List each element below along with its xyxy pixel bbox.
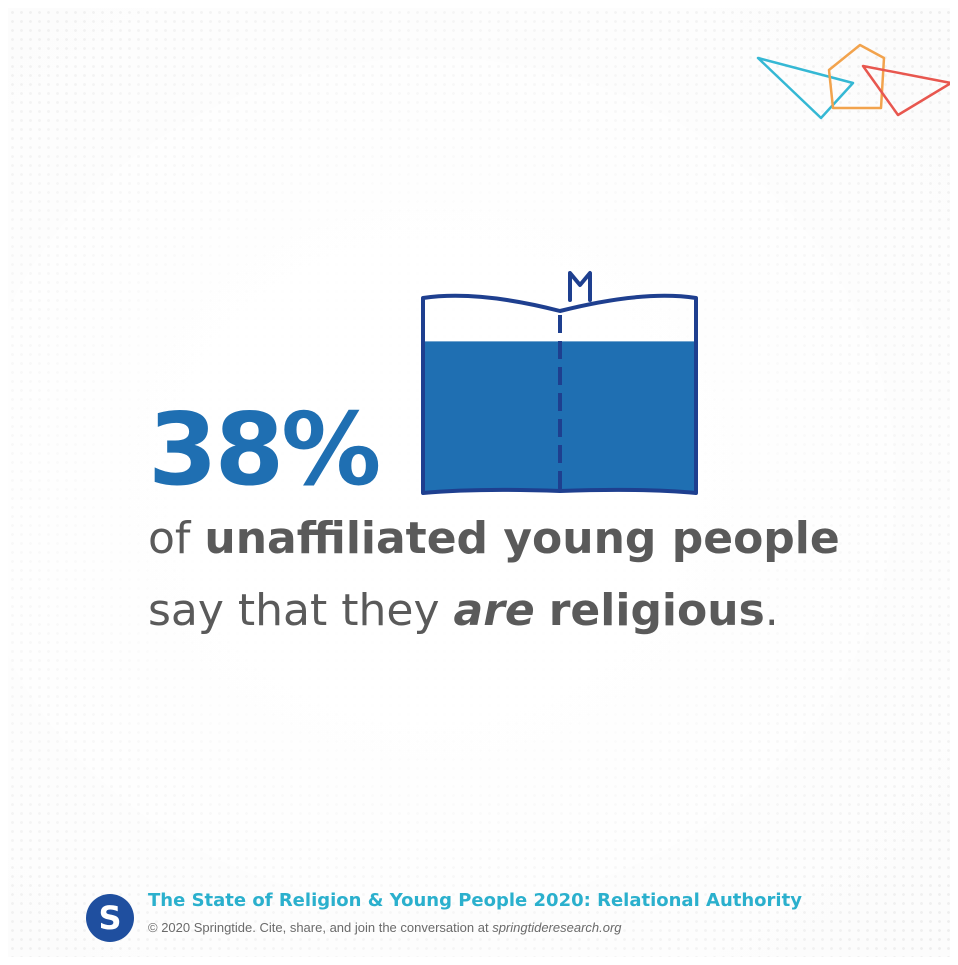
statement-verb-phrase: say that they	[148, 585, 454, 636]
springtide-logo-icon: S	[86, 894, 134, 942]
statement-subject: unaffiliated young people	[204, 513, 840, 564]
website-link[interactable]: springtideresearch.org	[492, 920, 622, 935]
statement-period: .	[764, 585, 779, 636]
copyright-text: © 2020 Springtide. Cite, share, and join…	[148, 920, 493, 935]
statement-space	[535, 585, 549, 636]
open-book-icon	[421, 271, 698, 495]
triangle-decoration	[756, 43, 950, 120]
infographic-card: 38% of unaffiliated young people say tha…	[8, 8, 950, 957]
statement-emphasis: are	[453, 585, 535, 636]
statement-line-1: of unaffiliated young people	[148, 513, 840, 565]
bookmark-icon	[568, 271, 592, 302]
statement-prefix: of	[148, 513, 205, 564]
logo-letter: S	[98, 899, 121, 937]
statement-keyword: religious	[548, 585, 765, 636]
copyright-line: © 2020 Springtide. Cite, share, and join…	[148, 920, 622, 935]
report-title: The State of Religion & Young People 202…	[148, 890, 802, 911]
statement-line-2: say that they are religious.	[148, 585, 779, 637]
book-fill-level	[423, 341, 696, 493]
percentage-stat: 38%	[148, 391, 381, 508]
